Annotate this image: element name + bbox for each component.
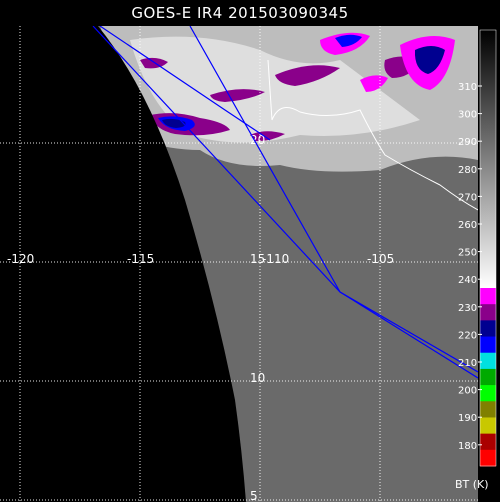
- colorbar-segment: [480, 352, 496, 370]
- lat-lon-grid: [0, 26, 478, 502]
- colorbar-segment: [480, 385, 496, 402]
- lat-label: 15: [250, 252, 265, 266]
- colorbar-segment: [480, 449, 496, 467]
- lon-label: -115: [127, 252, 154, 266]
- track-line: [99, 26, 271, 141]
- storm-tracks: [92, 26, 478, 379]
- cloud-deck-bright: [130, 36, 420, 143]
- lon-label: -105: [367, 252, 394, 266]
- colorbar-segment: [480, 417, 496, 435]
- lat-label: 10: [250, 371, 265, 385]
- colorbar-segment: [480, 304, 496, 321]
- track-line: [189, 26, 478, 379]
- lat-label: 20: [250, 133, 265, 147]
- colorbar-segment: [480, 368, 496, 386]
- colorbar-color-segments: [480, 288, 496, 467]
- lon-label: -120: [7, 252, 34, 266]
- coastline: [267, 59, 478, 211]
- colorbar-grey-ramp: [480, 30, 496, 288]
- colorbar-segment: [480, 288, 496, 305]
- satellite-map: -120 -115 -110 -105 20 15 10 5: [0, 26, 478, 502]
- cold-cloud-tops: [140, 32, 455, 142]
- colorbar-segment: [480, 433, 496, 451]
- lon-label: -110: [262, 252, 289, 266]
- colorbar-segment: [480, 336, 496, 354]
- colorbar-segment: [480, 401, 496, 418]
- image-title: GOES-E IR4 201503090345: [131, 4, 349, 22]
- colorbar-outline: [479, 29, 497, 467]
- colorbar-segment: [480, 320, 496, 338]
- lat-label: 5: [250, 489, 258, 502]
- space-region: [0, 26, 246, 502]
